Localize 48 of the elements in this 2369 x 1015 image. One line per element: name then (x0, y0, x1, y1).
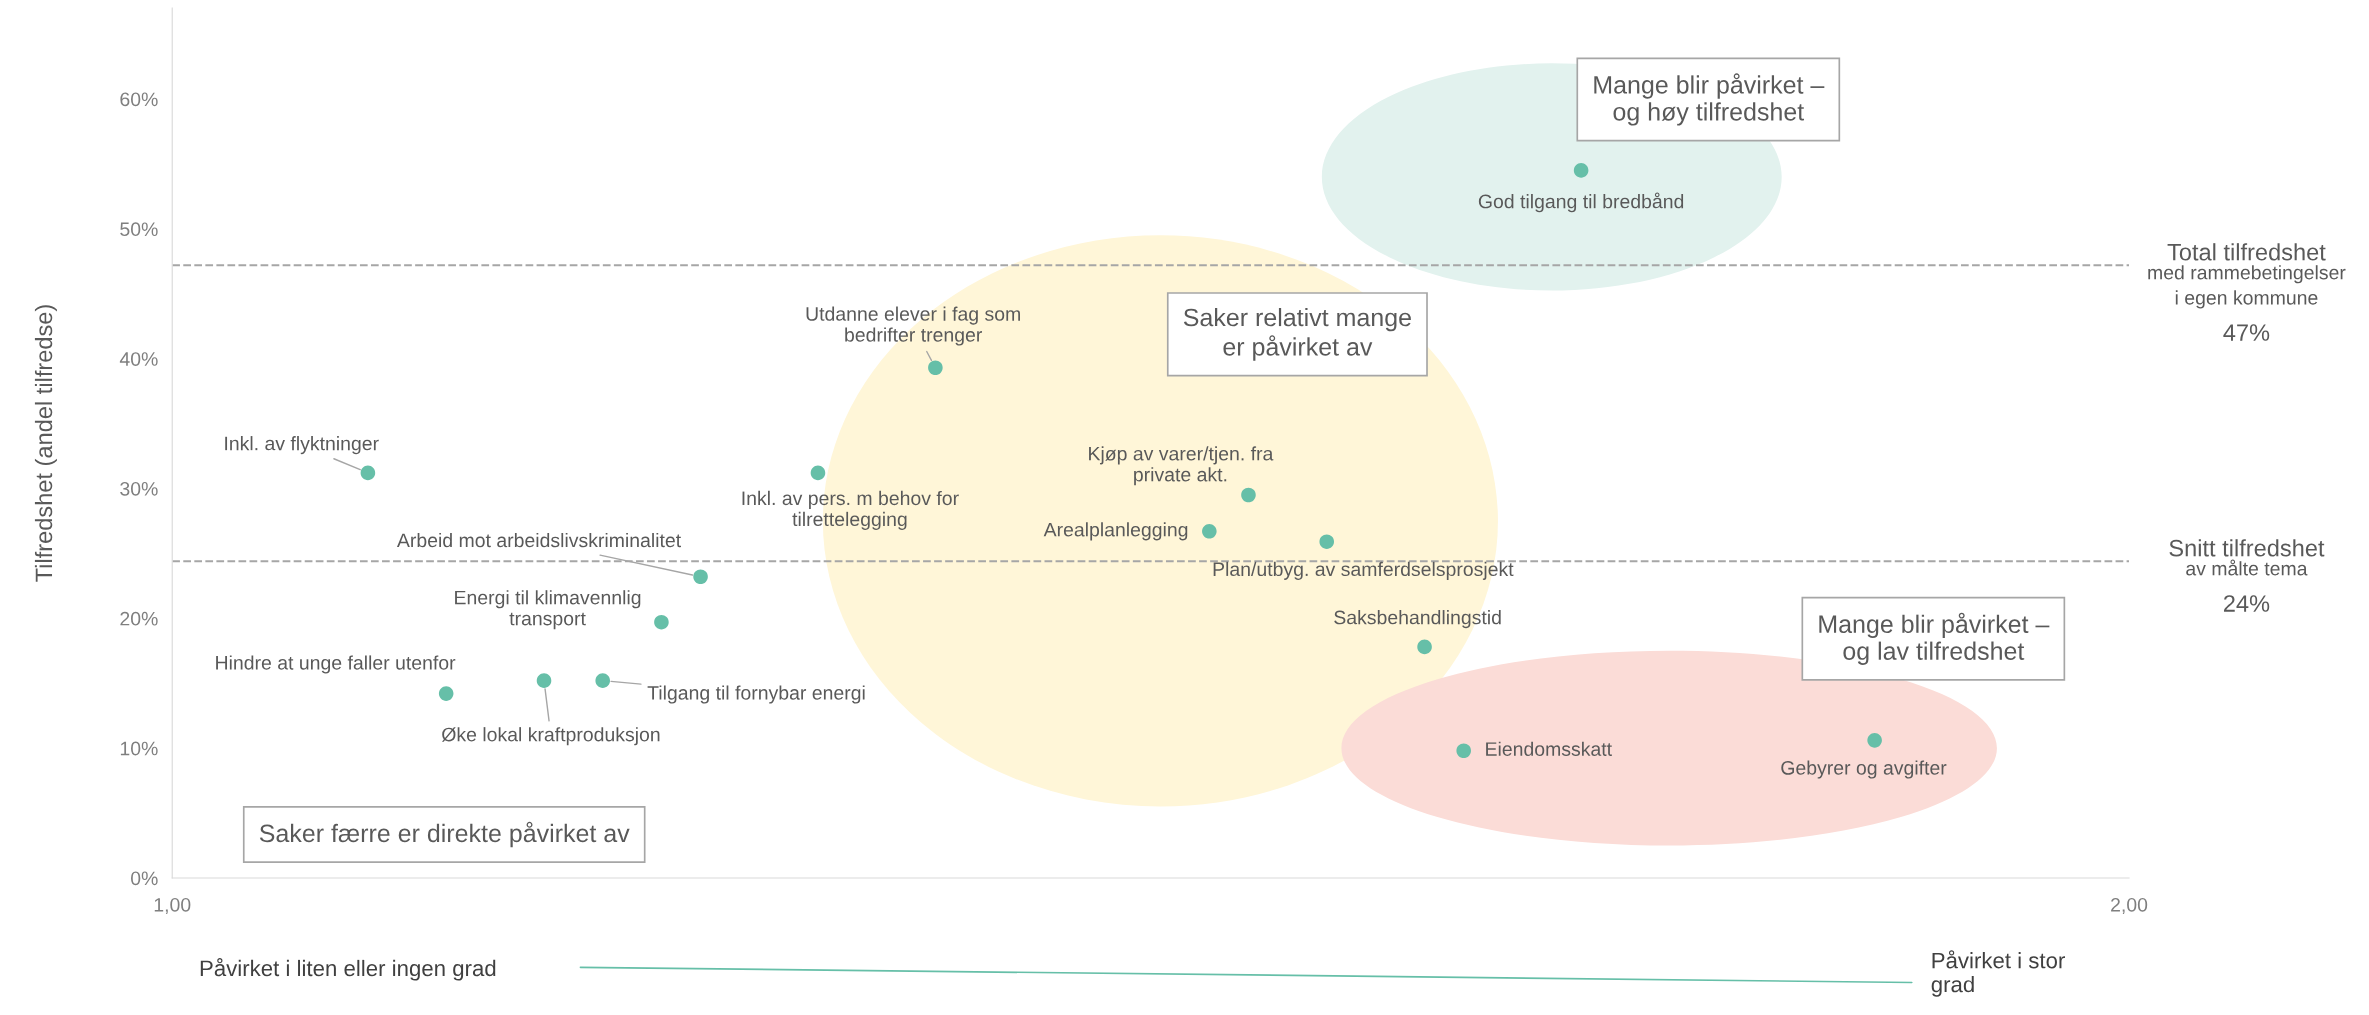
point (595, 673, 610, 688)
point (360, 465, 376, 481)
annotation: Mange blir påvirket – og høy tilfredshet (1594, 73, 1825, 126)
y-tick-label: 50% (120, 222, 158, 237)
annotation: Inkl. av flyktninger (225, 436, 379, 455)
y-tick-label: 60% (120, 92, 158, 107)
x-tick-label: 2,00 (2111, 897, 2148, 914)
text: Påvirket i liten eller ingen grad (200, 958, 496, 981)
point (438, 686, 454, 701)
point (654, 614, 669, 630)
y-tick-label: 0% (130, 871, 158, 886)
annotation: Utdanne elever i fag som bedrifter trenger (806, 306, 1020, 346)
annotation: Tilgang til fornybar energi (647, 685, 865, 704)
annotation: Saker relativt mange er påvirket av (1183, 307, 1411, 361)
point (693, 569, 708, 585)
point (810, 465, 826, 481)
annotation: Saksbehandlingstid (1334, 610, 1501, 629)
annotation: Eiendomsskatt (1486, 741, 1612, 756)
annotation: Mange blir påvirket – og lav tilfredshet (1819, 612, 2050, 665)
annotation: Gebyrer og avgifter (1781, 760, 1947, 779)
y-tick-label: 40% (119, 352, 158, 366)
point (1202, 524, 1217, 539)
annotation: God tilgang til bredbånd (1478, 192, 1684, 213)
point (1867, 733, 1882, 748)
annotation: Plan/utbyg. av samferdselsprosjekt (1213, 561, 1514, 580)
annotation: Arealplanlegging (1043, 522, 1188, 541)
y-tick-label: 20% (120, 611, 158, 626)
y-tick-label: 30% (120, 481, 158, 496)
annotation: Inkl. av pers. m behov for tilrettelegging (742, 490, 959, 530)
annotation: Hindre at unge faller utenfor (216, 655, 456, 674)
annotation: Saker færre er direkte påvirket av (259, 821, 630, 848)
annotation: Energi til klimavennlig transport (455, 590, 641, 630)
y-axis-title: Tilfredshet (andel tilfredse) (34, 305, 57, 582)
text: Påvirket i stor grad (1931, 950, 2065, 997)
point (1456, 743, 1471, 759)
x-tick-label: 1,00 (154, 897, 191, 914)
point (1319, 534, 1335, 549)
ref-line-label: Total tilfredshet med rammebetingelser i egen kommune 47% (2148, 243, 2346, 341)
annotation: Arbeid mot arbeidslivskriminalitet (396, 532, 681, 548)
point (1241, 487, 1256, 503)
y-tick-label: 10% (120, 741, 158, 756)
point (536, 673, 552, 688)
point (1573, 163, 1589, 178)
ref-line-label: Snitt tilfredshet av målte tema 24% (2169, 539, 2325, 612)
annotation: Øke lokal kraftproduksjon (441, 727, 660, 746)
point (1417, 639, 1432, 655)
point (928, 360, 943, 376)
annotation: Kjøp av varer/tjen. fra private akt. (1089, 446, 1274, 486)
